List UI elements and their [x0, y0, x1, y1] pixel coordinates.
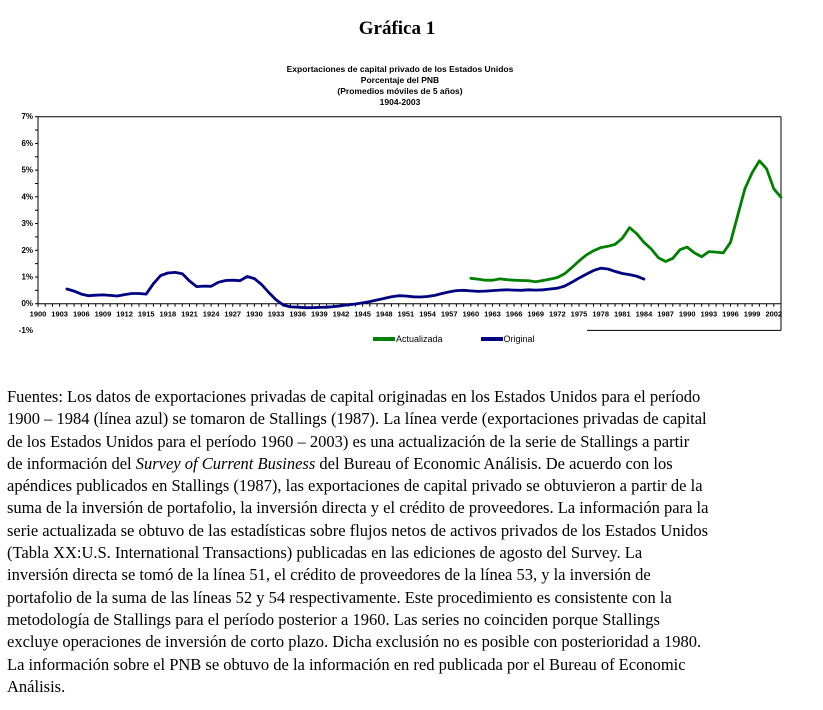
- fuentes-line: Análisis.: [7, 676, 817, 698]
- x-tick-label: 1939: [311, 310, 328, 319]
- x-tick-label: 1936: [289, 310, 306, 319]
- x-tick-label: 1966: [506, 310, 523, 319]
- chart-title-line-4: 1904-2003: [379, 97, 421, 107]
- x-tick-label: 1900: [30, 310, 47, 319]
- fuentes-text-segment: serie actualizada se obtuvo de las estad…: [7, 520, 709, 540]
- chart-canvas: 7% 6% 5% 4% 3% 2% 1% 0% -1% 1900 1903 1906 1909 1912 1…: [19, 112, 783, 335]
- fuentes-text-segment: excluye operaciones de inversión de cort…: [7, 632, 702, 652]
- legend-swatch-original: [480, 337, 503, 341]
- fuentes-paragraph: Fuentes: Los datos de exportaciones priv…: [7, 386, 817, 698]
- x-tick-label: 1906: [73, 310, 90, 319]
- fuentes-text-segment: apéndices publicados en Stallings (1987)…: [7, 476, 703, 496]
- x-tick-label: 1930: [246, 310, 263, 319]
- fuentes-line: de los Estados Unidos para el período 19…: [7, 431, 817, 453]
- series-line-actualizada: [469, 159, 783, 284]
- y-tick-label: 7%: [21, 112, 33, 121]
- legend-label: Actualizada: [396, 334, 443, 344]
- x-tick-label: 1972: [549, 310, 566, 319]
- fuentes-text-segment: de los Estados Unidos para el período 19…: [7, 431, 690, 451]
- legend-item-original: Original: [480, 334, 535, 344]
- fuentes-text-segment: (Tabla XX:U.S. International Transaction…: [7, 543, 643, 563]
- x-tick-label: 1990: [679, 310, 696, 319]
- y-tick-label: 2%: [21, 246, 33, 255]
- x-tick-label: 1945: [354, 310, 371, 319]
- y-tick-label: -1%: [19, 326, 33, 335]
- fuentes-text-segment: metodología de Stallings para el período…: [7, 609, 660, 629]
- x-tick-label: 1948: [376, 310, 393, 319]
- x-tick-label: 1903: [51, 310, 68, 319]
- y-tick-label: 1%: [21, 272, 33, 281]
- fuentes-line: portafolio de la suma de las líneas 52 y…: [7, 587, 817, 609]
- fuentes-text-segment: Análisis.: [7, 676, 66, 696]
- fuentes-line: suma de la inversión de portafolio, la i…: [7, 497, 817, 519]
- x-tick-label: 1996: [722, 310, 739, 319]
- x-tick-label: 1915: [138, 310, 155, 319]
- fuentes-line: de información del Survey of Current Bus…: [7, 453, 817, 475]
- fuentes-text-segment: 1900 – 1984 (línea azul) se tomaron de S…: [7, 409, 707, 429]
- y-tick-label: 4%: [21, 192, 33, 201]
- fuentes-line: serie actualizada se obtuvo de las estad…: [7, 520, 817, 542]
- legend-swatch-actualizada: [373, 337, 395, 341]
- x-tick-label: 1960: [462, 310, 479, 319]
- y-tick-label: 5%: [21, 166, 33, 175]
- fuentes-line: inversión directa se tomó de la línea 51…: [7, 564, 817, 586]
- x-tick-label: 1981: [614, 310, 631, 319]
- y-tick-label: 3%: [21, 219, 33, 228]
- fuentes-text-segment: suma de la inversión de portafolio, la i…: [7, 498, 709, 518]
- x-tick-label: 1993: [701, 310, 718, 319]
- x-tick-label: 1912: [116, 310, 133, 319]
- fuentes-line: La información sobre el PNB se obtuvo de…: [7, 654, 817, 676]
- y-tick-label: 6%: [21, 139, 33, 148]
- chart-title-line-3: (Promedios móviles de 5 años): [337, 86, 463, 96]
- fuentes-text-segment: La información sobre el PNB se obtuvo de…: [7, 654, 686, 674]
- fuentes-text-segment: portafolio de la suma de las líneas 52 y…: [7, 587, 672, 607]
- page-title: Gráfica 1: [358, 18, 436, 39]
- fuentes-line: apéndices publicados en Stallings (1987)…: [7, 475, 817, 497]
- x-tick-label: 1942: [333, 310, 350, 319]
- fuentes-text-segment: Fuentes: Los datos de exportaciones priv…: [7, 387, 701, 406]
- fuentes-text-segment: de información del: [7, 453, 136, 473]
- x-tick-label: 1957: [441, 310, 458, 319]
- legend-item-actualizada: Actualizada: [373, 334, 443, 344]
- legend-label: Original: [503, 334, 535, 344]
- chart-title-line-1: Exportaciones de capital privado de los …: [286, 64, 514, 74]
- x-tick-label: 1987: [657, 310, 674, 319]
- fuentes-line: excluye operaciones de inversión de cort…: [7, 631, 817, 653]
- x-tick-label: 1975: [571, 310, 588, 319]
- fuentes-line: metodología de Stallings para el período…: [7, 609, 817, 631]
- x-tick-label: 1969: [527, 310, 544, 319]
- fuentes-line: 1900 – 1984 (línea azul) se tomaron de S…: [7, 408, 817, 430]
- x-tick-label: 1918: [160, 310, 177, 319]
- fuentes-text-segment: del Bureau of Economic Análisis. De acue…: [315, 453, 673, 473]
- chart-title-line-2: Porcentaje del PNB: [360, 75, 440, 85]
- x-tick-label: 1927: [224, 310, 241, 319]
- x-tick-label: 1924: [203, 310, 221, 319]
- fuentes-text-segment: inversión directa se tomó de la línea 51…: [7, 565, 651, 585]
- x-tick-label: 1984: [636, 310, 654, 319]
- fuentes-line: (Tabla XX:U.S. International Transaction…: [7, 542, 817, 564]
- chart-title-block: Exportaciones de capital privado de los …: [0, 64, 800, 108]
- fuentes-italic-segment: Survey of Current Business: [135, 453, 316, 473]
- y-tick-label: 0%: [21, 299, 33, 308]
- x-tick-label: 1921: [181, 310, 198, 319]
- chart-legend: Actualizada Original: [373, 334, 535, 344]
- series-line-original: [65, 266, 646, 310]
- x-tick-label: 1978: [592, 310, 609, 319]
- x-tick-label: 1933: [268, 310, 285, 319]
- x-tick-label: 1963: [484, 310, 501, 319]
- x-tick-label: 1999: [744, 310, 761, 319]
- x-tick-label: 1951: [398, 310, 415, 319]
- fuentes-line: Fuentes: Los datos de exportaciones priv…: [7, 386, 817, 408]
- x-tick-label: 1954: [419, 310, 437, 319]
- x-tick-label: 2002: [765, 310, 782, 319]
- x-tick-label: 1909: [95, 310, 112, 319]
